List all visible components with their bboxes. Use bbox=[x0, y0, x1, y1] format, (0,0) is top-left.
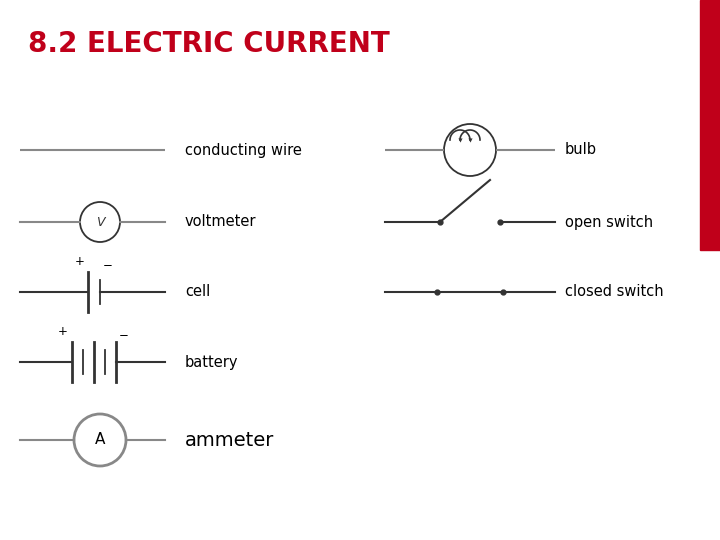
Text: ammeter: ammeter bbox=[185, 430, 274, 449]
Text: V: V bbox=[96, 215, 104, 228]
Bar bbox=[700, 0, 720, 250]
Text: voltmeter: voltmeter bbox=[185, 214, 256, 230]
Text: +: + bbox=[58, 325, 68, 338]
Text: −: − bbox=[119, 329, 129, 342]
Text: battery: battery bbox=[185, 354, 238, 369]
Text: bulb: bulb bbox=[565, 143, 597, 158]
Text: −: − bbox=[103, 259, 113, 272]
Text: cell: cell bbox=[185, 285, 210, 300]
Text: 8.2 ELECTRIC CURRENT: 8.2 ELECTRIC CURRENT bbox=[28, 30, 390, 58]
Text: A: A bbox=[95, 433, 105, 448]
Text: closed switch: closed switch bbox=[565, 285, 664, 300]
Text: open switch: open switch bbox=[565, 214, 653, 230]
Text: +: + bbox=[75, 255, 85, 268]
Text: conducting wire: conducting wire bbox=[185, 143, 302, 158]
